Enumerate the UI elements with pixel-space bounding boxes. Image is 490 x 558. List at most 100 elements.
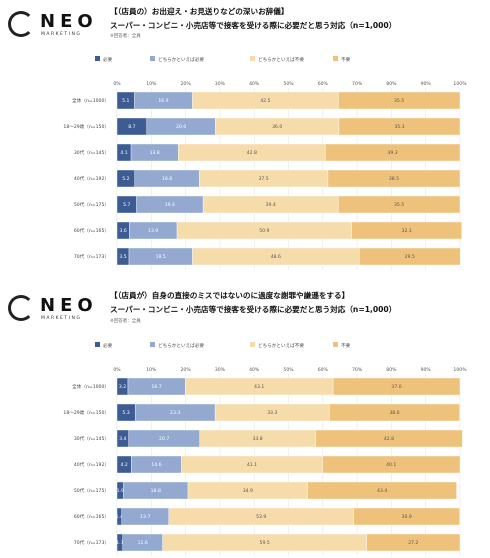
data-label: 50.9: [259, 228, 269, 234]
bar-segment: [338, 117, 461, 136]
category-label: 50代（n=175）: [74, 487, 109, 494]
logo-sub: MARKETING: [41, 316, 82, 321]
legend-label: 必要: [103, 56, 113, 63]
legend-label: 不要: [341, 57, 351, 63]
category-label: 18～29歳（n=150）: [63, 123, 109, 130]
bar-segment: [353, 507, 460, 526]
bar-segment: [332, 377, 461, 396]
category-label: 全体（n=1000）: [72, 383, 109, 390]
data-label: 42.5: [260, 98, 270, 104]
bar-segment: [338, 91, 461, 110]
data-label: 43.1: [254, 384, 264, 390]
tick-label: 80%: [386, 81, 397, 87]
legend-swatch: [95, 342, 100, 347]
data-label: 36.0: [272, 124, 282, 130]
legend-swatch: [250, 342, 255, 347]
data-label: 5.3: [122, 410, 129, 416]
bar-segment: [366, 533, 461, 552]
legend-swatch: [250, 56, 255, 61]
data-label: 16.7: [151, 384, 161, 390]
data-label: 13.8: [150, 150, 160, 156]
bar-segment: [322, 455, 461, 474]
data-label: 40.1: [386, 462, 396, 468]
logo-circle-icon: [8, 295, 34, 321]
bar-segment: [325, 143, 461, 162]
category-label: 30代（n=145）: [74, 435, 109, 442]
data-label: 13.9: [148, 228, 158, 234]
category-label: 40代（n=192）: [74, 175, 109, 182]
data-label: 48.6: [271, 254, 281, 260]
data-label: 38.0: [389, 410, 399, 416]
neo-marketing-logo: NEO MARKETING: [8, 292, 98, 326]
tick-label: 0%: [113, 367, 121, 373]
tick-label: 0%: [113, 81, 121, 87]
data-label: 53.9: [256, 514, 266, 520]
data-label: 1.4: [116, 514, 123, 520]
tick-label: 20%: [180, 367, 191, 373]
legend-label: どちらかといえば必要: [158, 342, 204, 349]
data-label: 5.2: [122, 176, 129, 182]
bar-segment: [338, 195, 461, 214]
stacked-bar-chart: 必要 どちらかといえば必要 どちらかといえば不要 不要 0% 10% 20% 30% 40% 50…: [63, 342, 467, 556]
data-label: 34.9: [243, 488, 253, 494]
data-label: 42.8: [384, 436, 394, 442]
data-label: 18.8: [151, 488, 161, 494]
data-label: 18.5: [156, 254, 166, 260]
tick-label: 90%: [421, 367, 432, 373]
tick-label: 70%: [352, 367, 363, 373]
chart-note: ※回答者：全員: [110, 319, 141, 324]
tick-label: 60%: [318, 367, 329, 373]
data-label: 3.5: [119, 254, 126, 260]
category-label: 18～29歳（n=150）: [63, 409, 109, 416]
data-label: 13.7: [140, 514, 150, 520]
data-label: 41.1: [247, 462, 257, 468]
data-label: 3.2: [119, 384, 126, 390]
logo-word: NEO: [40, 295, 98, 316]
tick-label: 10%: [146, 367, 157, 373]
tick-label: 60%: [318, 81, 329, 87]
chart-panel-2: NEO MARKETING 【（店員が）自身の直接のミスではないのに過度な謝罪や…: [0, 282, 490, 558]
data-label: 39.3: [387, 150, 397, 156]
data-label: 8.7: [128, 124, 135, 130]
data-label: 27.2: [408, 540, 418, 546]
legend-label: どちらかといえば必要: [158, 56, 204, 63]
data-label: 18.8: [162, 176, 172, 182]
tick-label: 100%: [453, 81, 467, 87]
category-label: 70代（n=173）: [74, 539, 109, 546]
legend-label: 必要: [103, 342, 113, 349]
chart-subtitle: スーパー・コンビニ・小売店等で接客を受ける際に必要だと思う対応（n=1,000）: [110, 21, 397, 30]
data-label: 33.8: [253, 436, 263, 442]
data-label: 5.7: [123, 202, 130, 208]
data-label: 14.6: [151, 462, 161, 468]
bar-segment: [327, 169, 461, 188]
tick-label: 30%: [215, 81, 226, 87]
data-label: 33.3: [267, 410, 277, 416]
data-label: 16.9: [158, 98, 168, 104]
legend-label: どちらかといえば不要: [258, 56, 304, 63]
category-label: 70代（n=173）: [74, 253, 109, 260]
tick-label: 30%: [215, 367, 226, 373]
data-label: 39.4: [266, 202, 276, 208]
data-label: 59.5: [260, 540, 270, 546]
bar-segment: [329, 403, 460, 422]
data-label: 42.8: [247, 150, 257, 156]
legend-swatch: [150, 56, 155, 61]
data-label: 30.9: [402, 514, 412, 520]
legend-label: どちらかといえば不要: [258, 342, 304, 349]
tick-label: 40%: [249, 367, 260, 373]
category-label: 60代（n=165）: [74, 513, 109, 520]
data-label: 5.1: [122, 98, 129, 104]
legend-swatch: [95, 56, 100, 61]
category-label: 全体（n=1000）: [72, 97, 109, 104]
tick-label: 40%: [249, 81, 260, 87]
data-label: 29.5: [405, 254, 415, 260]
data-label: 11.6: [138, 540, 148, 546]
chart-subtitle: スーパー・コンビニ・小売店等で接客を受ける際に必要だと思う対応（n=1,000）: [110, 305, 397, 314]
logo-word: NEO: [40, 11, 98, 32]
data-label: 43.4: [377, 488, 387, 494]
legend-label: 不要: [341, 343, 351, 349]
tick-label: 50%: [283, 367, 294, 373]
category-label: 30代（n=145）: [74, 149, 109, 156]
bar-segment: [315, 429, 463, 448]
tick-label: 100%: [453, 367, 467, 373]
